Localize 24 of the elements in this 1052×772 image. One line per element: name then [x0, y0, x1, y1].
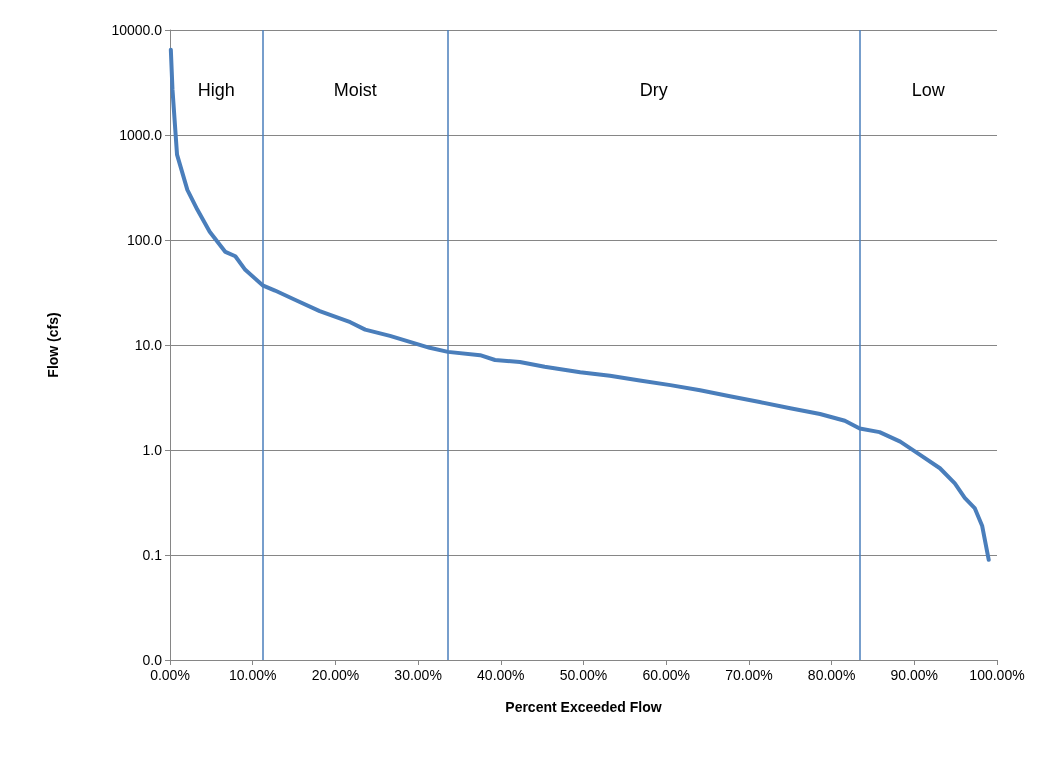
x-tick-label: 90.00% [890, 667, 939, 683]
annotation: Moist [333, 80, 377, 100]
x-tick-label: 20.00% [311, 667, 360, 683]
x-axis-title: Percent Exceeded Flow [505, 699, 662, 715]
x-tick-label: 10.00% [228, 667, 277, 683]
y-tick-label: 100.0 [126, 232, 163, 248]
y-tick-label: 1.0 [142, 442, 163, 458]
y-tick-label: 10000.0 [111, 22, 163, 38]
x-tick-label: 50.00% [559, 667, 608, 683]
x-tick-label: 70.00% [725, 667, 773, 683]
x-tick-label: 0.00% [150, 667, 190, 683]
y-tick-label: 0.0 [142, 652, 163, 668]
x-tick-label: 60.00% [642, 667, 690, 683]
x-tick-label: 40.00% [477, 667, 525, 683]
y-axis-title: Flow (cfs) [45, 312, 61, 378]
y-tick-label: 0.1 [142, 547, 163, 563]
x-tick-label: 30.00% [394, 667, 442, 683]
x-tick-label: 80.00% [807, 667, 856, 683]
y-tick-label: 10.0 [134, 337, 163, 353]
y-tick-label: 1000.0 [119, 127, 163, 143]
annotation: High [197, 80, 235, 100]
annotation: Dry [639, 80, 668, 100]
x-tick-label: 100.00% [969, 667, 1025, 683]
annotation: Low [911, 80, 946, 100]
